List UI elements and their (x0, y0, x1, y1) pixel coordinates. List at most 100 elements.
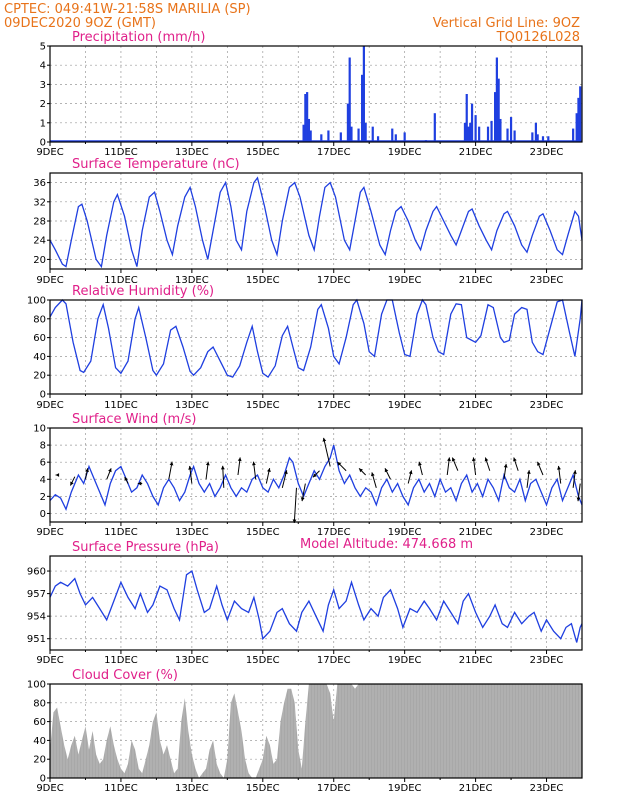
header-location: CPTEC: 049:41W-21:58S MARILIA (SP) (4, 2, 251, 17)
panel-title: Surface Temperature (nC) (72, 157, 240, 172)
x-tick-label: 13DEC (175, 147, 209, 158)
x-tick-label: 19DEC (388, 400, 422, 411)
plot-panels: 0 1 2 3 4 5 9DEC 11DEC 13DEC 15DEC 17DEC 19DEC 21DEC… (27, 30, 583, 794)
x-tick-label: 23DEC (530, 783, 564, 794)
precip-bar (577, 97, 580, 142)
x-tick-label: 11DEC (104, 527, 138, 538)
precip-bar (531, 132, 534, 142)
y-tick-label: 20 (33, 255, 46, 266)
wind-arrow-head (205, 461, 210, 466)
precip-bar (350, 126, 353, 142)
wind-arrow-head (85, 468, 89, 473)
y-tick-label: 60 (33, 717, 46, 728)
precip-bar (376, 136, 380, 142)
y-tick-label: 100 (27, 680, 46, 691)
wind-arrow-head (384, 468, 389, 473)
y-tick-label: 10 (33, 424, 46, 435)
x-tick-label: 11DEC (104, 147, 138, 158)
y-tick-label: 40 (33, 736, 46, 747)
y-tick-label: 5 (40, 42, 46, 53)
plot-frame (49, 299, 583, 395)
wind-arrow-head (537, 461, 541, 466)
x-tick-label: 9DEC (36, 400, 63, 411)
x-tick-label: 15DEC (246, 147, 280, 158)
wind-arrow (293, 487, 297, 524)
y-tick-label: 20 (33, 755, 46, 766)
precip-bar (403, 132, 406, 142)
precip-bar (364, 122, 367, 142)
wind-arrow-head (169, 461, 174, 466)
header-run-date: 09DEC2020 9OZ (GMT) (4, 16, 156, 31)
precip-bar (371, 126, 374, 142)
x-tick-label: 15DEC (246, 655, 280, 666)
x-tick-label: 11DEC (104, 655, 138, 666)
y-tick-label: 2 (40, 99, 46, 110)
y-tick-label: 8 (40, 441, 46, 452)
rh-series-line (49, 298, 583, 379)
x-tick-label: 13DEC (175, 275, 209, 286)
panel-rh: 0 20 40 60 80 100 9DEC 11DEC 13DEC 15DEC 17DEC 19DE… (27, 284, 583, 411)
x-tick-label: 9DEC (36, 527, 63, 538)
x-tick-label: 23DEC (530, 400, 564, 411)
precip-bar (357, 128, 360, 142)
y-tick-label: 24 (33, 236, 46, 247)
y-tick-label: 1 (40, 118, 46, 129)
wind-arrow-head (292, 519, 297, 523)
wind-arrow-head (220, 465, 225, 470)
wind-arrow-head (137, 481, 142, 486)
y-tick-label: 960 (27, 567, 46, 578)
x-tick-label: 15DEC (246, 783, 280, 794)
precip-bar (362, 46, 365, 142)
x-tick-label: 15DEC (246, 400, 280, 411)
x-tick-label: 17DEC (317, 527, 351, 538)
x-tick-label: 21DEC (459, 147, 493, 158)
y-tick-label: 0 (40, 138, 46, 149)
precip-bar (465, 94, 468, 142)
precip-bar (302, 124, 305, 142)
wind-arrow-head (252, 461, 256, 466)
precip-bar (513, 130, 516, 142)
wind-arrow-head (359, 468, 363, 473)
x-tick-label: 23DEC (530, 655, 564, 666)
wind-arrow-head (108, 468, 112, 473)
x-tick-label: 19DEC (388, 527, 422, 538)
precip-bar (506, 128, 509, 142)
y-tick-label: 3 (40, 80, 46, 91)
x-tick-label: 21DEC (459, 783, 493, 794)
precip-bar (327, 130, 330, 142)
precip-bar (572, 128, 575, 142)
precip-bar (463, 122, 467, 142)
y-tick-label: 20 (33, 371, 46, 382)
x-tick-label: 23DEC (530, 275, 564, 286)
precip-bar (541, 136, 545, 142)
precip-bar (348, 57, 351, 142)
x-tick-label: 17DEC (317, 147, 351, 158)
header-grid-note: Vertical Grid Line: 9OZ (433, 16, 580, 31)
panel-title: Cloud Cover (%) (72, 668, 178, 683)
precip-bar (433, 113, 436, 142)
y-tick-label: 28 (33, 217, 46, 228)
temp-series-line (49, 176, 583, 269)
wind-arrow-head (484, 457, 489, 462)
header-model-code: TQ0126L028 (496, 30, 580, 45)
precip-bar (495, 57, 498, 142)
wind-arrow-head (513, 457, 517, 462)
precip-bar (320, 134, 323, 142)
wind-arrow (222, 465, 225, 488)
x-tick-label: 17DEC (317, 783, 351, 794)
precip-bar (509, 117, 513, 142)
x-tick-label: 19DEC (388, 655, 422, 666)
x-tick-label: 19DEC (388, 275, 422, 286)
cloud-cover-area (50, 684, 582, 778)
precip-bar (394, 134, 397, 142)
x-tick-label: 21DEC (459, 527, 493, 538)
y-tick-label: 40 (33, 352, 46, 363)
precip-bar (478, 126, 481, 142)
x-tick-label: 23DEC (530, 527, 564, 538)
precip-bar (467, 126, 470, 142)
wind-arrow-head (322, 437, 327, 442)
y-tick-label: 2 (40, 492, 46, 503)
precip-bar (490, 120, 493, 142)
precip-bar (474, 115, 477, 142)
